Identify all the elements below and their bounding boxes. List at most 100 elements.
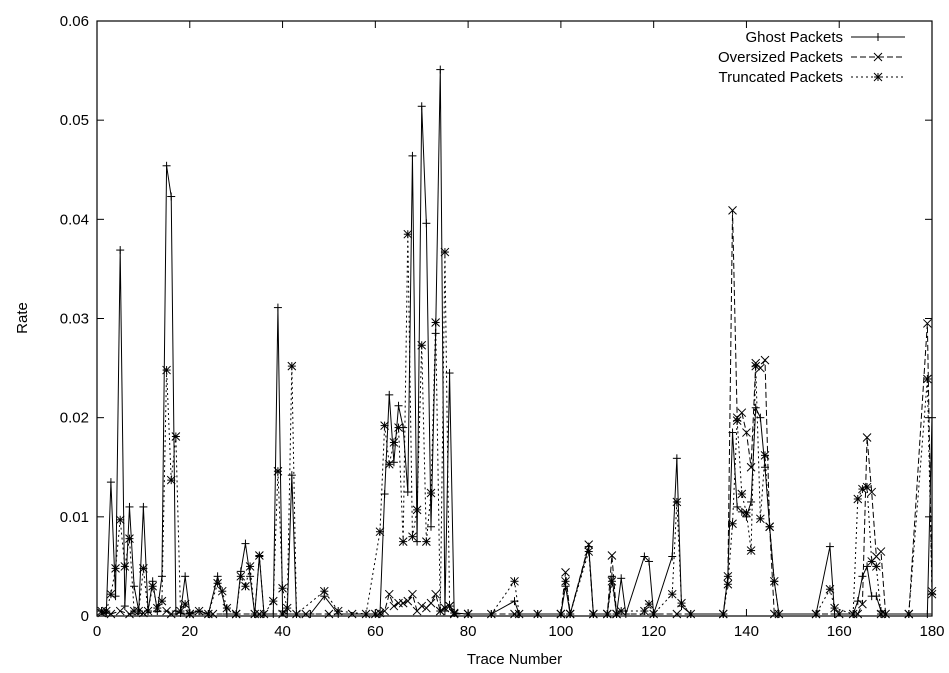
- data-point: [273, 466, 283, 476]
- data-point: [115, 606, 125, 616]
- data-point: [876, 609, 886, 619]
- x-tick-label: 160: [827, 623, 852, 640]
- data-point: [422, 537, 431, 546]
- data-point: [876, 547, 886, 556]
- data-point: [241, 539, 250, 548]
- data-point: [565, 609, 575, 619]
- data-point: [514, 609, 524, 619]
- data-point: [213, 572, 222, 581]
- data-point: [412, 505, 422, 515]
- data-point: [923, 319, 932, 328]
- series-layer: [97, 65, 937, 619]
- data-point: [426, 598, 436, 608]
- data-point: [645, 557, 654, 566]
- y-tick-label: 0.02: [60, 410, 89, 427]
- data-point: [203, 609, 213, 619]
- data-point: [747, 497, 756, 506]
- data-point: [858, 572, 867, 581]
- data-point: [171, 432, 181, 441]
- data-point: [417, 601, 427, 611]
- data-point: [510, 576, 519, 586]
- data-point: [213, 578, 222, 588]
- data-point: [231, 609, 241, 619]
- data-point: [584, 547, 594, 556]
- data-point: [853, 494, 863, 504]
- data-point: [742, 428, 751, 437]
- data-point: [139, 502, 148, 511]
- legend-label: Truncated Packets: [718, 69, 843, 86]
- data-point: [445, 601, 454, 611]
- y-axis-title: Rate: [14, 302, 31, 334]
- data-point: [436, 65, 445, 74]
- data-point: [927, 589, 937, 599]
- data-point: [867, 557, 877, 566]
- data-point: [825, 584, 835, 594]
- data-point: [667, 589, 677, 599]
- data-point: [245, 562, 255, 571]
- data-point: [561, 576, 570, 586]
- data-point: [561, 568, 570, 577]
- data-point: [672, 454, 681, 463]
- data-point: [157, 596, 167, 606]
- data-point: [760, 355, 770, 365]
- data-point: [148, 581, 158, 591]
- legend-label: Oversized Packets: [718, 49, 843, 66]
- data-point: [449, 608, 459, 618]
- data-point: [106, 589, 116, 599]
- data-point: [863, 562, 872, 571]
- y-tick-label: 0: [81, 608, 89, 625]
- x-tick-label: 120: [641, 623, 666, 640]
- data-point: [848, 609, 858, 619]
- legend-marker: [874, 33, 882, 41]
- data-point: [858, 599, 867, 609]
- data-point: [723, 571, 733, 581]
- data-point: [384, 589, 394, 599]
- data-point: [672, 609, 682, 619]
- data-point: [278, 583, 287, 593]
- data-point: [923, 610, 932, 619]
- data-point: [445, 369, 454, 378]
- data-point: [120, 602, 129, 611]
- data-point: [431, 589, 440, 599]
- data-point: [236, 571, 246, 581]
- data-point: [760, 450, 770, 460]
- y-tick-label: 0.06: [60, 13, 89, 30]
- data-point: [426, 488, 436, 498]
- data-point: [259, 609, 269, 619]
- data-point: [120, 562, 130, 571]
- data-point: [737, 489, 747, 499]
- data-point: [602, 609, 612, 619]
- data-point: [101, 606, 111, 616]
- x-tick-label: 40: [274, 623, 291, 640]
- data-point: [167, 192, 176, 201]
- series-line: [101, 234, 933, 616]
- data-point: [756, 514, 765, 524]
- data-point: [677, 598, 686, 608]
- data-point: [834, 609, 844, 619]
- x-tick-label: 180: [919, 623, 944, 640]
- data-point: [139, 564, 148, 573]
- data-point: [398, 598, 408, 608]
- data-point: [282, 603, 292, 613]
- data-point: [413, 537, 422, 546]
- data-point: [746, 462, 756, 472]
- x-tick-label: 60: [367, 623, 384, 640]
- data-point: [774, 609, 784, 619]
- data-point: [862, 482, 872, 492]
- data-point: [394, 401, 403, 410]
- data-point: [287, 361, 297, 371]
- data-point: [389, 438, 399, 447]
- data-point: [139, 608, 148, 618]
- series-line: [101, 69, 933, 615]
- data-point: [278, 609, 287, 619]
- data-point: [398, 537, 408, 546]
- data-point: [125, 534, 134, 544]
- x-axis-title: Trace Number: [467, 651, 562, 668]
- data-point: [718, 609, 728, 619]
- data-point: [649, 609, 659, 619]
- data-point: [742, 508, 751, 518]
- data-point: [644, 599, 654, 609]
- data-point: [375, 610, 384, 619]
